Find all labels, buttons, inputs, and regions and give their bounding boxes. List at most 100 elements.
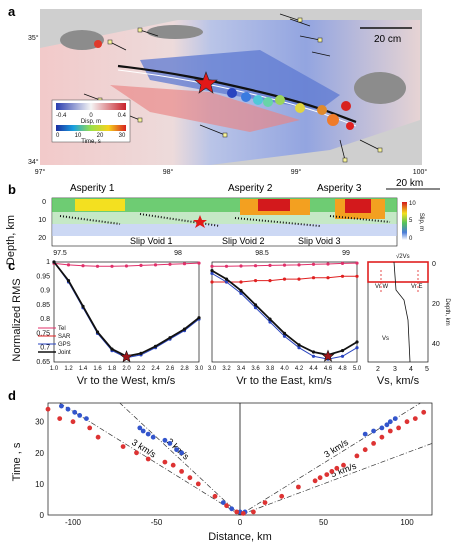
x-tick-label: 3.8: [266, 366, 275, 372]
arrival-point: [387, 428, 393, 434]
vs-tick-5: 5: [425, 366, 429, 373]
x-tick-label: 2.2: [137, 366, 146, 372]
arrival-point: [404, 419, 410, 425]
asperity-2-core: [258, 199, 290, 211]
arrival-point: [220, 500, 226, 505]
series-line-gps: [53, 261, 200, 359]
panel-d-label: d: [8, 388, 16, 403]
arrival-point: [145, 431, 151, 437]
rms-y-tick: 0.7: [40, 345, 50, 352]
arrival-point: [70, 419, 76, 425]
rupture-time-dots: [94, 40, 354, 130]
slip-tick-10: 10: [409, 201, 416, 207]
vs-plot-frame: [367, 261, 429, 363]
arrival-point: [324, 472, 330, 477]
legend-joint: Joint: [58, 350, 71, 356]
vs-depth-tick-20: 20: [432, 301, 440, 308]
series-point-tel: [355, 261, 359, 265]
vs-top-box: [367, 261, 429, 283]
lake-east: [354, 72, 406, 104]
series-point-sar: [239, 280, 243, 284]
time-colorbar-label: Time, s: [81, 139, 100, 145]
arrival-point: [379, 434, 385, 440]
x-tick-label: 4.6: [324, 366, 333, 372]
series-point-tel: [297, 263, 301, 267]
series-line-joint: [53, 261, 200, 358]
asperity-2-label: Asperity 2: [228, 183, 273, 194]
disp-tick-3: 0.4: [118, 113, 127, 119]
series-point-tel: [81, 264, 85, 268]
legend-tel: Tel: [58, 326, 66, 332]
x-tick-label: 4.8: [338, 366, 347, 372]
fault-trace: [117, 64, 357, 124]
slip-colorbar-label: Slip, m: [418, 213, 424, 231]
series-point-joint: [153, 344, 158, 348]
rms-y-tick: 0.75: [36, 330, 50, 337]
velocity-label: 3 km/s: [130, 437, 158, 460]
d-x-tick-label: -50: [151, 518, 163, 527]
vs-tick-4: 4: [409, 366, 413, 373]
series-point-tel: [182, 262, 187, 266]
arrival-point: [59, 403, 64, 409]
rms-y-ticks: 1 0.95 0.9 0.85 0.8 0.75 0.7 0.65: [36, 259, 50, 366]
vs-depth-tick-0: 0: [432, 261, 436, 268]
lon-tick-100: 100°: [413, 168, 428, 176]
series-point-tel: [239, 264, 243, 268]
d-y-ticks: 0 10 20 30: [35, 418, 44, 520]
series-point-gps: [311, 354, 316, 358]
arrival-point: [162, 437, 168, 443]
x-tick-label: 1.0: [50, 366, 59, 372]
series-point-sar: [311, 276, 316, 280]
rms-y-tick: 1: [46, 259, 50, 266]
arrival-point: [251, 509, 256, 515]
vs-tick-2: 2: [376, 366, 380, 373]
series-point-gps: [210, 271, 214, 275]
arrival-point: [150, 434, 156, 440]
arrival-point: [371, 441, 376, 446]
series-point-tel: [110, 264, 114, 268]
arrival-point: [84, 416, 89, 421]
arrival-point: [137, 425, 143, 431]
series-point-joint: [197, 316, 201, 320]
east-plot-frame: [211, 261, 358, 363]
lon-tick-98: 98°: [163, 168, 174, 176]
asperity-3-core: [345, 199, 371, 213]
best-fit-star: [120, 350, 133, 363]
arrival-point: [212, 493, 218, 499]
arrival-point: [412, 416, 418, 421]
series-point-joint: [239, 289, 243, 293]
arrival-point: [134, 450, 139, 456]
arrival-point: [187, 475, 193, 481]
rms-y-tick: 0.95: [36, 273, 50, 280]
series-point-gps: [355, 346, 359, 350]
lat-tick-35: 35°: [28, 34, 39, 42]
arrival-point: [57, 416, 63, 421]
x-tick-label: 3.4: [237, 366, 246, 372]
x-tick-label: 1.4: [79, 366, 88, 372]
series-point-joint: [168, 336, 172, 340]
lon-tick-99-b: 99: [342, 250, 350, 257]
b-scale-label: 20 km: [396, 178, 423, 189]
lon-tick-99: 99°: [291, 168, 302, 176]
x-tick-label: 1.6: [93, 366, 102, 372]
east-rms-plot: [210, 261, 359, 362]
arrival-point: [174, 447, 180, 453]
series-point-joint: [139, 351, 143, 355]
series-point-joint: [81, 304, 85, 308]
time-tick-1: 0: [56, 133, 60, 139]
x-tick-label: 4.2: [295, 366, 304, 372]
series-point-sar: [326, 276, 330, 280]
arrival-point: [396, 425, 401, 431]
x-tick-label: 1.8: [108, 366, 117, 372]
x-tick-label: 1.2: [64, 366, 73, 372]
west-x-ticks: 1.0 1.2 1.4 1.6 1.8 2.0 2.2 2.4 2.6 2.8 3.0: [50, 366, 204, 372]
arrival-point: [65, 406, 71, 412]
vs-depth-tick-40: 40: [432, 341, 440, 348]
rms-y-tick: 0.85: [36, 302, 50, 309]
arrival-point: [229, 506, 235, 512]
series-point-joint: [95, 330, 100, 334]
series-point-joint: [297, 343, 301, 347]
rms-y-tick: 0.8: [40, 316, 50, 323]
d-x-tick-label: 50: [319, 518, 328, 527]
panel-d-ylabel: Time , s: [11, 442, 23, 481]
